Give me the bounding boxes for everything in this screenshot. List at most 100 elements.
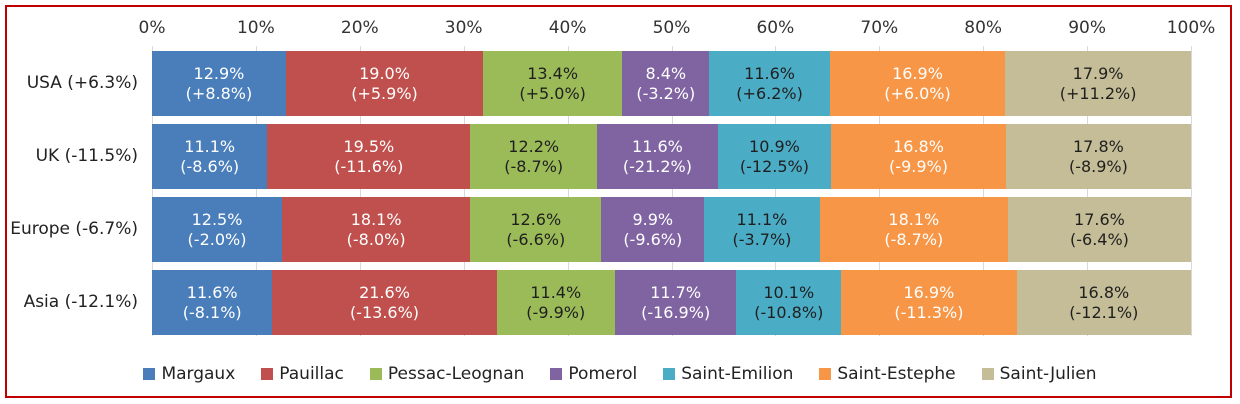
segment-share-label: 12.5% — [191, 209, 243, 229]
legend-item: Pauillac — [261, 364, 344, 384]
segment-change-label: (-8.6%) — [180, 156, 240, 176]
segment-change-label: (-21.2%) — [622, 156, 692, 176]
legend-label: Pessac-Leognan — [387, 364, 525, 384]
segment-change-label: (-8.7%) — [884, 229, 944, 249]
bar-segment: 11.7% (-16.9%) — [614, 270, 737, 335]
legend-swatch — [819, 368, 832, 380]
x-gridline — [255, 46, 257, 336]
bar-segment: 17.8% (-8.9%) — [1005, 124, 1191, 189]
x-gridline — [671, 46, 673, 336]
segment-share-label: 16.9% — [903, 282, 955, 302]
bar-segment: 10.1% (-10.8%) — [736, 270, 842, 335]
x-tick-label: 0% — [138, 18, 166, 38]
segment-change-label: (-8.7%) — [504, 156, 564, 176]
segment-share-label: 11.6% — [632, 136, 683, 156]
category-label: Asia (-12.1%) — [23, 291, 138, 312]
segment-change-label: (-10.8%) — [754, 302, 824, 322]
segment-change-label: (+5.9%) — [351, 83, 418, 103]
segment-share-label: 17.6% — [1074, 209, 1125, 229]
bar-segment: 19.0% (+5.9%) — [285, 51, 484, 116]
segment-share-label: 11.1% — [184, 136, 236, 156]
segment-change-label: (-9.9%) — [889, 156, 948, 176]
bar-segment: 11.6% (+6.2%) — [709, 51, 830, 116]
x-tick-label: 20% — [340, 18, 379, 38]
x-tick-label: 90% — [1068, 18, 1106, 38]
bar-segment: 18.1% (-8.0%) — [282, 197, 471, 262]
bar-segment: 17.6% (-6.4%) — [1007, 197, 1191, 262]
segment-change-label: (-12.1%) — [1069, 302, 1139, 322]
x-gridline — [1191, 46, 1192, 336]
legend-label: Saint-Estephe — [837, 364, 956, 384]
segment-share-label: 11.6% — [744, 63, 795, 83]
legend-swatch — [981, 368, 994, 380]
segment-change-label: (-11.3%) — [894, 302, 964, 322]
segment-share-label: 19.0% — [359, 63, 410, 83]
x-tick-label: 100% — [1166, 18, 1216, 38]
segment-change-label: (+8.8%) — [185, 83, 253, 103]
segment-share-label: 9.9% — [632, 209, 674, 229]
segment-share-label: 11.1% — [736, 209, 788, 229]
segment-change-label: (+6.2%) — [736, 83, 803, 103]
segment-change-label: (-9.6%) — [623, 229, 683, 249]
bar-segment: 16.8% (-9.9%) — [831, 124, 1006, 189]
segment-change-label: (-8.1%) — [182, 302, 242, 322]
bar-segment: 11.4% (-9.9%) — [496, 270, 615, 335]
legend-swatch — [143, 368, 156, 380]
bar-segment: 8.4% (-3.2%) — [622, 51, 710, 116]
x-tick-label: 70% — [860, 18, 899, 38]
segment-change-label: (-12.5%) — [739, 156, 809, 176]
segment-change-label: (-8.9%) — [1068, 156, 1128, 176]
segment-share-label: 12.9% — [193, 63, 245, 83]
x-gridline — [1087, 46, 1089, 336]
bar-segment: 17.9% (+11.2%) — [1005, 51, 1191, 116]
legend-label: Saint-Julien — [999, 364, 1097, 384]
segment-share-label: 17.8% — [1073, 136, 1124, 156]
segment-share-label: 12.6% — [510, 209, 562, 229]
legend-item: Saint-Estephe — [819, 364, 956, 384]
x-tick-label: 60% — [756, 18, 795, 38]
x-tick-label: 30% — [444, 18, 483, 38]
segment-change-label: (+6.0%) — [884, 83, 951, 103]
legend-item: Saint-Julien — [981, 364, 1097, 384]
segment-change-label: (+11.2%) — [1059, 83, 1137, 103]
segment-share-label: 19.5% — [343, 136, 395, 156]
bar-segment: 12.2% (-8.7%) — [470, 124, 598, 189]
legend-swatch — [663, 368, 676, 380]
segment-change-label: (-16.9%) — [641, 302, 711, 322]
segment-share-label: 16.8% — [893, 136, 944, 156]
bar-segment: 21.6% (-13.6%) — [272, 270, 497, 335]
legend-swatch — [261, 368, 274, 380]
x-tick-label: 50% — [652, 18, 691, 38]
x-tick-label: 10% — [236, 18, 275, 38]
x-gridline — [879, 46, 881, 336]
legend-label: Saint-Emilion — [681, 364, 794, 384]
segment-share-label: 21.6% — [359, 282, 410, 302]
legend-label: Pauillac — [279, 364, 344, 384]
bar-segment: 18.1% (-8.7%) — [819, 197, 1008, 262]
legend-item: Pomerol — [550, 364, 637, 384]
segment-share-label: 11.7% — [650, 282, 702, 302]
legend-label: Pomerol — [568, 364, 638, 384]
segment-share-label: 10.9% — [749, 136, 800, 156]
bar-segment: 11.6% (-21.2%) — [597, 124, 718, 189]
segment-share-label: 18.1% — [350, 209, 402, 229]
bar-segment: 12.6% (-6.6%) — [470, 197, 602, 262]
x-gridline — [775, 46, 777, 336]
segment-change-label: (+5.0%) — [519, 83, 586, 103]
bar-segment: 12.9% (+8.8%) — [152, 51, 286, 116]
bar-segment: 19.5% (-11.6%) — [267, 124, 471, 189]
segment-change-label: (-2.0%) — [187, 229, 247, 249]
x-tick-label: 40% — [548, 18, 587, 38]
x-gridline — [152, 46, 153, 336]
x-gridline — [463, 46, 465, 336]
x-gridline — [983, 46, 985, 336]
legend-swatch — [369, 368, 382, 380]
x-gridline — [359, 46, 361, 336]
segment-change-label: (-3.7%) — [732, 229, 792, 249]
segment-change-label: (-6.4%) — [1070, 229, 1129, 249]
legend-item: Pessac-Leognan — [369, 364, 525, 384]
segment-share-label: 16.8% — [1078, 282, 1130, 302]
segment-share-label: 10.1% — [763, 282, 815, 302]
segment-share-label: 12.2% — [508, 136, 560, 156]
bar-segment: 16.8% (-12.1%) — [1016, 270, 1191, 335]
